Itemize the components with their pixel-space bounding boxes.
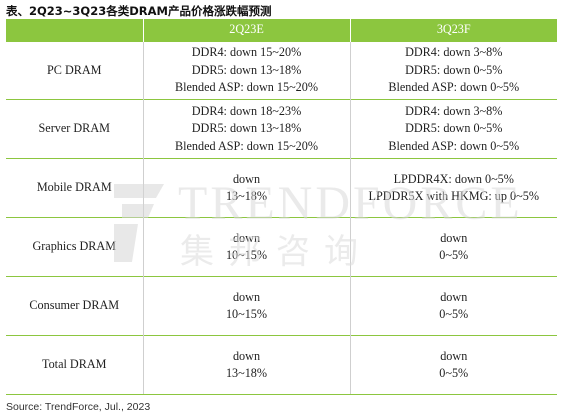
cell-line: Blended ASP: down 15~20%	[174, 138, 319, 153]
table-row: PC DRAM DDR4: down 15~20% DDR5: down 13~…	[6, 41, 557, 100]
cell-2q23e: down 13~18%	[142, 335, 350, 395]
product-name: Server DRAM	[6, 99, 143, 159]
cell-2q23e: down 13~18%	[142, 158, 350, 218]
table-row: Total DRAM down 13~18% down 0~5%	[6, 335, 557, 395]
cell-line: LPDDR4X: down 0~5%	[393, 171, 514, 186]
cell-line: down	[232, 289, 261, 304]
cell-2q23e: down 10~15%	[142, 276, 350, 336]
cell-line: DDR5: down 13~18%	[191, 62, 302, 77]
product-name: Consumer DRAM	[6, 276, 143, 336]
header-2q23e: 2Q23E	[143, 19, 351, 42]
price-forecast-table: 2Q23E 3Q23F PC DRAM DDR4: down 15~20% DD…	[6, 19, 557, 395]
product-name: Graphics DRAM	[6, 217, 143, 277]
source-note: Source: TrendForce, Jul., 2023	[6, 401, 151, 413]
cell-line: 10~15%	[225, 307, 268, 321]
cell-line: DDR5: down 0~5%	[405, 62, 503, 77]
table-row: Consumer DRAM down 10~15% down 0~5%	[6, 276, 557, 336]
table-header-row: 2Q23E 3Q23F	[6, 19, 557, 42]
cell-line: down	[232, 171, 261, 186]
cell-line: DDR4: down 3~8%	[405, 103, 503, 118]
cell-3q23f: LPDDR4X: down 0~5% LPDDR5X with HKMG: up…	[349, 158, 557, 218]
cell-line: down	[232, 230, 261, 245]
cell-line: 13~18%	[225, 366, 268, 380]
header-3q23f: 3Q23F	[350, 19, 557, 42]
cell-line: down	[440, 348, 468, 363]
table-caption: 表、2Q23~3Q23各类DRAM产品价格涨跌幅预测	[6, 4, 272, 18]
table-row: Graphics DRAM down 10~15% down 0~5%	[6, 217, 557, 277]
cell-line: 0~5%	[439, 307, 469, 321]
cell-line: DDR4: down 3~8%	[405, 45, 503, 60]
cell-line: 0~5%	[439, 366, 469, 380]
cell-3q23f: down 0~5%	[349, 217, 557, 277]
table-row: Server DRAM DDR4: down 18~23% DDR5: down…	[6, 99, 557, 159]
cell-line: Blended ASP: down 0~5%	[388, 138, 520, 153]
cell-line: Blended ASP: down 0~5%	[388, 80, 520, 95]
cell-line: Blended ASP: down 15~20%	[174, 80, 319, 95]
cell-line: 10~15%	[225, 248, 268, 262]
cell-2q23e: DDR4: down 15~20% DDR5: down 13~18% Blen…	[142, 41, 350, 100]
cell-line: down	[440, 289, 468, 304]
cell-3q23f: DDR4: down 3~8% DDR5: down 0~5% Blended …	[349, 41, 557, 100]
cell-line: down	[440, 230, 468, 245]
cell-line: DDR5: down 13~18%	[191, 121, 302, 136]
cell-line: DDR5: down 0~5%	[405, 121, 503, 136]
cell-2q23e: DDR4: down 18~23% DDR5: down 13~18% Blen…	[142, 99, 350, 159]
cell-line: LPDDR5X with HKMG: up 0~5%	[368, 189, 539, 203]
cell-3q23f: DDR4: down 3~8% DDR5: down 0~5% Blended …	[349, 99, 557, 159]
table-row: Mobile DRAM down 13~18% LPDDR4X: down 0~…	[6, 158, 557, 218]
cell-line: DDR4: down 18~23%	[191, 103, 302, 118]
product-name: PC DRAM	[6, 41, 143, 100]
cell-line: 0~5%	[439, 248, 469, 262]
cell-2q23e: down 10~15%	[142, 217, 350, 277]
cell-3q23f: down 0~5%	[349, 335, 557, 395]
product-name: Total DRAM	[6, 335, 143, 395]
cell-line: 13~18%	[225, 189, 268, 203]
cell-3q23f: down 0~5%	[349, 276, 557, 336]
cell-line: down	[232, 348, 261, 363]
product-name: Mobile DRAM	[6, 158, 143, 218]
header-empty-cell	[6, 19, 144, 42]
cell-line: DDR4: down 15~20%	[191, 45, 302, 60]
